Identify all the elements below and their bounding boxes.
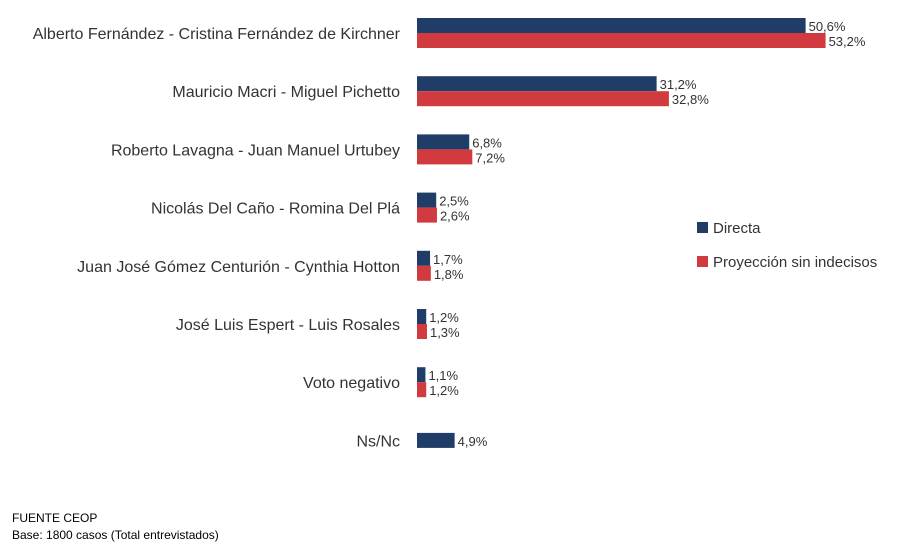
bar-proyeccion (417, 33, 826, 48)
data-label: 1,7% (433, 252, 463, 267)
bar-proyeccion (417, 207, 437, 223)
data-label: 1,2% (429, 383, 459, 398)
bar-directa (417, 432, 455, 448)
category-label: Roberto Lavagna - Juan Manuel Urtubey (111, 142, 400, 159)
legend-swatch (697, 222, 708, 233)
bar-proyeccion (417, 91, 669, 107)
bar-directa (417, 134, 470, 150)
legend: Directa Proyección sin indecisos (697, 220, 877, 271)
bar-proyeccion (417, 382, 427, 398)
data-label: 32,8% (672, 92, 709, 107)
bar-directa (417, 250, 431, 266)
bar-proyeccion (417, 149, 473, 165)
source-note: FUENTE CEOP (12, 511, 98, 525)
bar-directa (417, 18, 806, 33)
data-label: 1,1% (428, 368, 458, 383)
category-label: José Luis Espert - Luis Rosales (176, 317, 400, 334)
category-label: Alberto Fernández - Cristina Fernández d… (33, 26, 401, 43)
data-label: 2,5% (439, 194, 469, 209)
data-label: 31,2% (660, 77, 697, 92)
category-label: Ns/Nc (356, 433, 400, 450)
data-label: 1,2% (429, 310, 459, 325)
bar-directa (417, 192, 437, 208)
category-label: Voto negativo (303, 375, 400, 392)
data-label: 1,8% (434, 267, 464, 282)
data-label: 50,6% (809, 19, 846, 34)
bar-proyeccion (417, 324, 427, 339)
bar-directa (417, 367, 426, 383)
data-label: 53,2% (829, 34, 866, 49)
legend-label: Directa (713, 220, 761, 237)
bars (417, 18, 826, 448)
data-label: 6,8% (472, 135, 502, 150)
data-label: 4,9% (458, 434, 488, 449)
category-label: Nicolás Del Caño - Romina Del Plá (151, 201, 400, 218)
category-labels: Alberto Fernández - Cristina Fernández d… (33, 26, 401, 450)
bar-proyeccion (417, 265, 431, 281)
bar-directa (417, 309, 427, 324)
bar-directa (417, 76, 657, 92)
legend-label: Proyección sin indecisos (713, 254, 877, 271)
base-note: Base: 1800 casos (Total entrevistados) (12, 528, 219, 542)
category-label: Mauricio Macri - Miguel Pichetto (172, 84, 400, 101)
data-label: 2,6% (440, 209, 470, 224)
data-label: 7,2% (475, 150, 505, 165)
value-labels: 50,6%53,2% 31,2%32,8% 6,8%7,2% 2,5%2,6% 1,7%… (428, 19, 865, 449)
category-label: Juan José Gómez Centurión - Cynthia Hott… (77, 259, 400, 276)
data-label: 1,3% (430, 325, 460, 340)
legend-swatch (697, 256, 708, 267)
